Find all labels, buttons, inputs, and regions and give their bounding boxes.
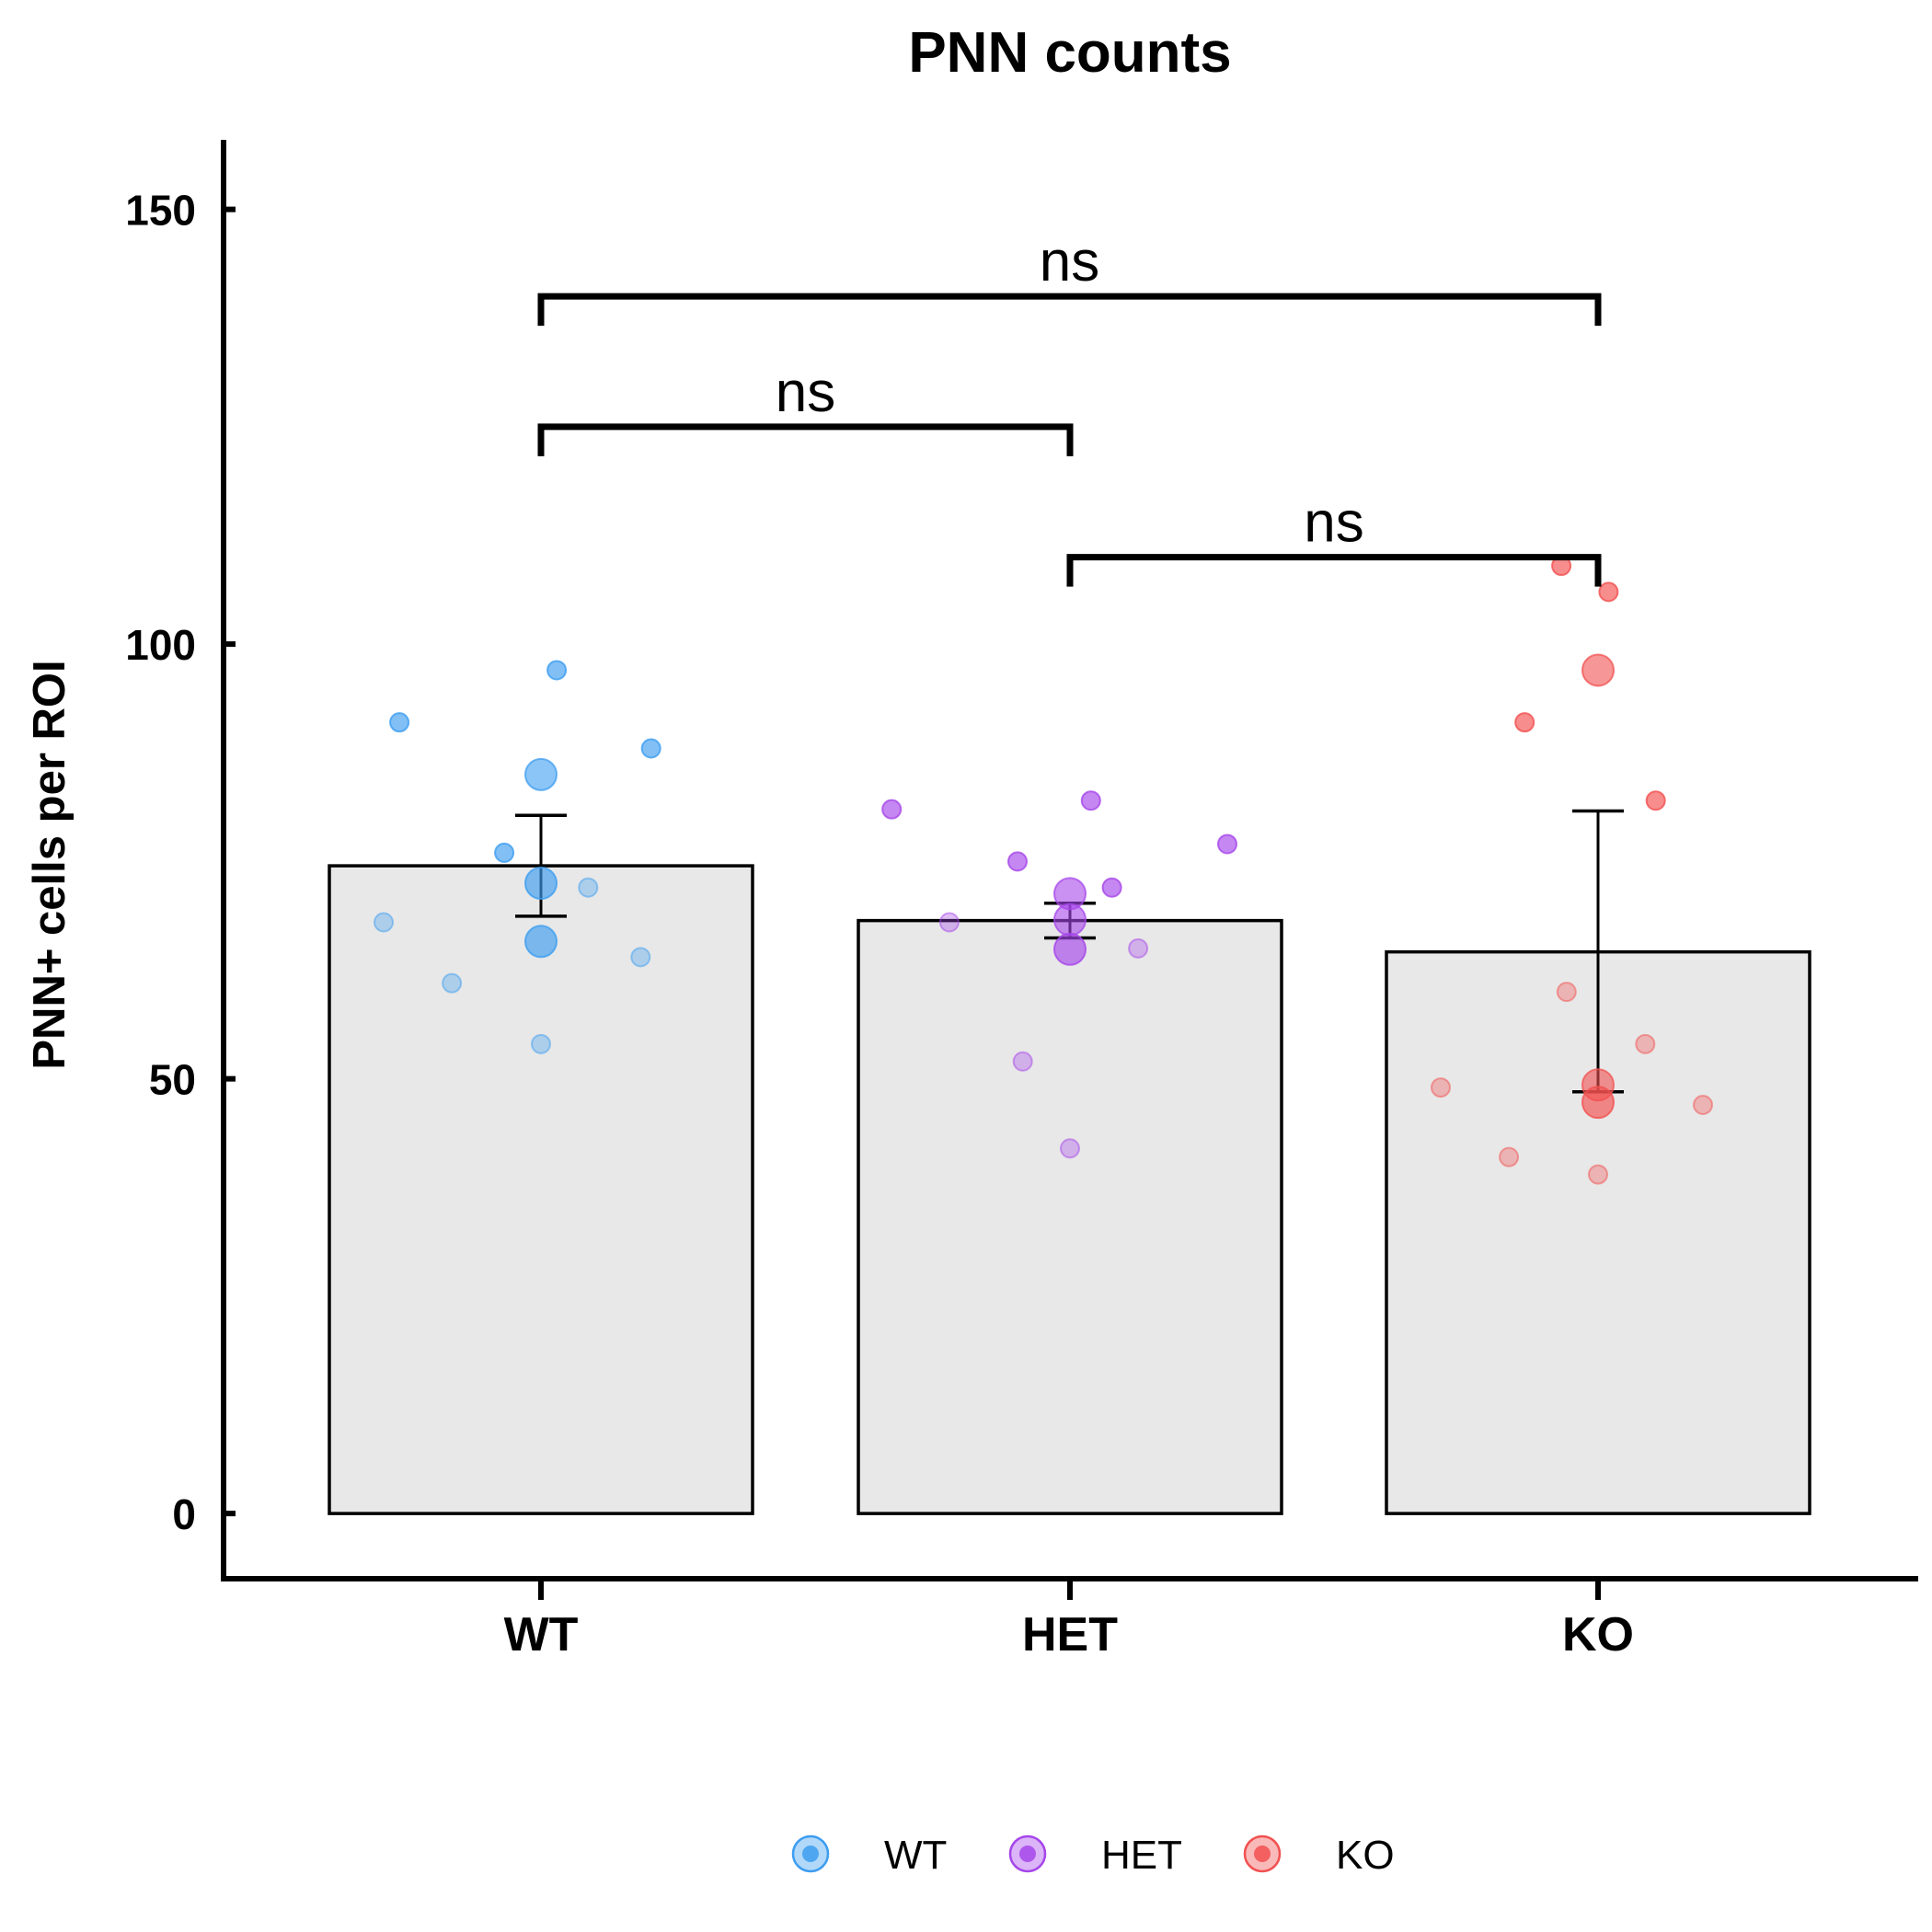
data-point-HET-13 <box>881 799 903 820</box>
legend-label-WT: WT <box>884 1833 947 1878</box>
data-point-WT-11 <box>442 972 463 994</box>
data-point-KO-32 <box>1431 1077 1451 1098</box>
data-point-HET-23 <box>1012 1051 1033 1072</box>
data-point-KO-31 <box>1635 1033 1656 1054</box>
legend-label-HET: HET <box>1101 1833 1182 1878</box>
legend-item-KO: KO <box>1243 1833 1395 1878</box>
legend-marker-core-KO <box>1254 1846 1271 1862</box>
data-point-HET-21 <box>1053 932 1087 966</box>
bracket-label-HET-KO: ns <box>1304 491 1363 555</box>
y-tick-label-50: 50 <box>149 1056 196 1104</box>
data-point-KO-28 <box>1514 712 1535 733</box>
data-point-WT-1 <box>389 712 410 733</box>
data-point-WT-10 <box>630 947 651 968</box>
data-point-KO-27 <box>1581 653 1615 687</box>
data-point-KO-26 <box>1598 581 1619 603</box>
bracket-WT-HET <box>537 423 1074 456</box>
data-point-HET-15 <box>1217 834 1237 855</box>
y-tick-label-100: 100 <box>125 621 196 669</box>
axes: 0 50 100 150 WT HET KO <box>125 140 1918 1662</box>
data-point-HET-16 <box>1007 851 1028 872</box>
bar-HET <box>857 918 1283 1515</box>
data-point-WT-5 <box>494 842 515 863</box>
data-point-WT-7 <box>578 877 599 898</box>
data-point-WT-8 <box>374 912 394 933</box>
significance-brackets: ns ns ns <box>537 230 1602 587</box>
legend-label-KO: KO <box>1336 1833 1395 1878</box>
data-point-HET-24 <box>1060 1138 1080 1159</box>
data-point-WT-4 <box>524 757 558 791</box>
data-point-HET-19 <box>1053 903 1087 937</box>
data-point-HET-17 <box>1101 877 1122 898</box>
data-point-WT-3 <box>640 738 661 759</box>
y-tick-label-0: 0 <box>172 1490 196 1538</box>
data-point-KO-30 <box>1556 982 1577 1003</box>
data-point-KO-29 <box>1645 790 1666 811</box>
bracket-label-WT-KO: ns <box>1040 230 1099 293</box>
legend-item-HET: HET <box>1008 1833 1182 1878</box>
x-tick-label-HET: HET <box>1022 1608 1118 1662</box>
legend-marker-core-WT <box>802 1846 819 1862</box>
data-point-HET-20 <box>938 912 960 933</box>
bracket-HET-KO <box>1066 554 1602 587</box>
y-tick-label-150: 150 <box>125 187 196 235</box>
data-point-WT-12 <box>531 1033 551 1054</box>
data-point-KO-37 <box>1588 1164 1608 1185</box>
legend: WT HET KO <box>791 1833 1395 1878</box>
y-axis-label: PNN+ cells per ROI <box>25 660 75 1069</box>
x-tick-label-WT: WT <box>504 1608 579 1662</box>
chart-title: PNN counts <box>908 21 1231 85</box>
bracket-label-WT-HET: ns <box>776 361 835 424</box>
data-point-WT-9 <box>524 925 558 959</box>
data-point-KO-34 <box>1581 1086 1615 1120</box>
data-point-KO-36 <box>1499 1146 1520 1167</box>
points-layer <box>374 556 1713 1185</box>
data-point-WT-6 <box>524 866 558 900</box>
legend-marker-core-HET <box>1019 1846 1036 1862</box>
data-point-WT-2 <box>546 660 568 681</box>
data-point-HET-22 <box>1128 937 1149 959</box>
data-point-KO-35 <box>1693 1094 1713 1115</box>
bar-WT <box>328 864 754 1515</box>
legend-item-WT: WT <box>791 1833 947 1878</box>
bracket-WT-KO <box>537 293 1602 327</box>
x-tick-label-KO: KO <box>1562 1608 1634 1662</box>
data-point-HET-14 <box>1080 790 1101 811</box>
